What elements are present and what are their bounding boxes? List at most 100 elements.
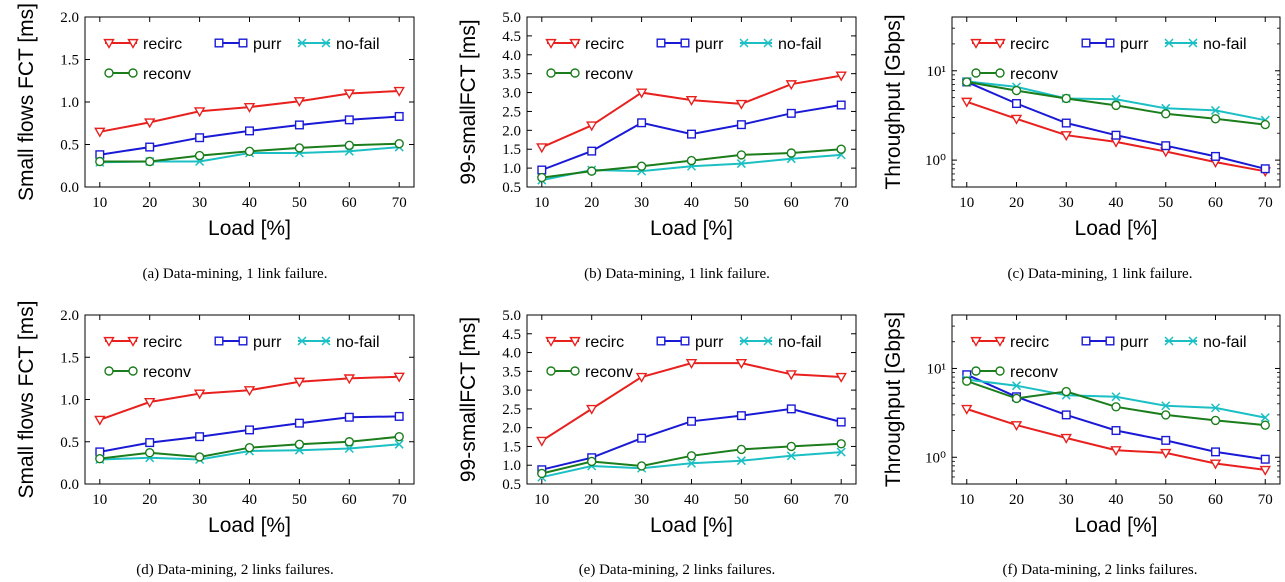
legend-item: reconv	[971, 364, 1058, 381]
legend-item: purr	[656, 334, 724, 351]
x-tick-label: 50	[734, 492, 749, 508]
data-point	[786, 404, 796, 414]
data-point	[1210, 151, 1220, 161]
data-point	[243, 386, 256, 397]
legend-label: purr	[253, 36, 282, 53]
legend-marker	[127, 336, 139, 347]
data-point	[1161, 109, 1171, 119]
legend-marker	[214, 38, 224, 48]
x-tick-label: 60	[1208, 492, 1223, 508]
data-point	[195, 133, 205, 143]
y-tick-label: 3.5	[502, 67, 521, 83]
chart-panel: 10⁰ 10¹ 10 20 30 40 50 60 70 Load [%] Throughput […	[882, 14, 1281, 282]
data-point	[243, 103, 256, 114]
series-line	[966, 80, 1266, 170]
legend-item: reconv	[546, 66, 633, 83]
chart-panel: 10⁰ 10¹ 10 20 30 40 50 60 70 Load [%] Throughput […	[882, 312, 1281, 578]
legend: recirc purr no-fail reconv	[545, 36, 822, 83]
series-line	[966, 378, 1266, 419]
legend: recirc purr no-fail reconv	[545, 334, 822, 381]
data-point	[1110, 446, 1122, 457]
data-point	[836, 100, 846, 110]
data-point	[1161, 410, 1171, 420]
data-point	[394, 411, 404, 421]
y-tick-label: 1.5	[60, 350, 79, 366]
legend-item: reconv	[104, 364, 191, 381]
legend-item: no-fail	[1164, 334, 1247, 351]
data-point	[687, 416, 697, 426]
data-point	[244, 126, 254, 136]
data-point	[736, 411, 746, 421]
legend-marker	[995, 366, 1005, 376]
data-point	[736, 120, 746, 130]
x-tick-label: 10	[92, 492, 107, 508]
data-point	[294, 120, 304, 130]
data-point	[687, 129, 697, 139]
x-tick-label: 60	[1208, 195, 1223, 211]
data-point	[1011, 85, 1022, 96]
legend-marker	[545, 38, 557, 49]
legend-marker	[321, 38, 331, 48]
legend-marker	[994, 336, 1006, 347]
data-point	[393, 86, 405, 97]
data-point	[1111, 100, 1121, 111]
data-point	[94, 127, 106, 138]
legend-marker	[680, 38, 690, 48]
chart-panel: 0.5 1.0 1.5 2.0 2.5 3.0 3.5 4.0 4.5 5.0 10 20 30 40 50…	[457, 10, 857, 282]
legend-marker	[297, 38, 307, 48]
legend-item: purr	[214, 36, 282, 53]
legend-item: reconv	[104, 66, 191, 83]
legend-marker	[238, 38, 248, 48]
data-point	[244, 425, 254, 435]
legend-label: reconv	[585, 364, 633, 381]
data-point	[736, 159, 746, 169]
series-recirc	[94, 372, 405, 426]
legend-marker	[321, 336, 331, 346]
legend-marker	[1081, 38, 1091, 48]
legend-marker	[971, 68, 981, 78]
data-point	[145, 448, 155, 458]
legend-marker	[739, 336, 749, 346]
data-point	[1260, 454, 1270, 464]
data-point	[394, 111, 404, 121]
data-point	[1260, 420, 1270, 430]
data-point	[1060, 131, 1072, 142]
data-point	[344, 437, 354, 447]
data-point	[293, 97, 306, 108]
data-point	[95, 156, 105, 167]
y-tick-label: 4.0	[502, 346, 521, 362]
y-tick-label: 1.5	[502, 439, 521, 455]
y-tick-label: 1.5	[60, 53, 79, 69]
legend-marker	[569, 336, 581, 347]
y-tick-label: 2.5	[502, 402, 521, 418]
x-axis-label: Load [%]	[650, 514, 733, 537]
y-tick-label: 3.5	[502, 364, 521, 380]
legend-item: reconv	[546, 364, 633, 381]
legend-marker	[1105, 38, 1115, 48]
legend-label: reconv	[143, 66, 191, 83]
data-point	[244, 146, 255, 157]
x-tick-label: 70	[1258, 492, 1273, 508]
series-reconv	[95, 138, 404, 167]
legend-label: recirc	[143, 334, 182, 351]
chart-panel: 0.0 0.5 1.0 1.5 2.0 10 20 30 40 50 60 70 Load [%] Sma…	[15, 3, 415, 282]
x-tick-label: 10	[959, 492, 974, 508]
legend-item: purr	[656, 36, 724, 53]
data-point	[393, 372, 405, 383]
data-point	[143, 397, 156, 408]
data-point	[587, 456, 597, 467]
data-point	[736, 150, 747, 160]
data-point	[736, 456, 746, 466]
legend-marker	[1081, 336, 1091, 346]
legend-marker	[103, 38, 115, 49]
legend-marker	[1105, 336, 1115, 346]
legend: recirc purr no-fail reconv	[103, 36, 380, 83]
x-tick-label: 20	[142, 492, 157, 508]
legend-marker	[545, 336, 557, 347]
legend-marker	[103, 336, 115, 347]
data-point	[1061, 118, 1071, 128]
y-tick-label: 2.5	[502, 104, 521, 120]
y-tick-label: 1.0	[502, 161, 521, 177]
x-tick-label: 10	[92, 195, 107, 211]
